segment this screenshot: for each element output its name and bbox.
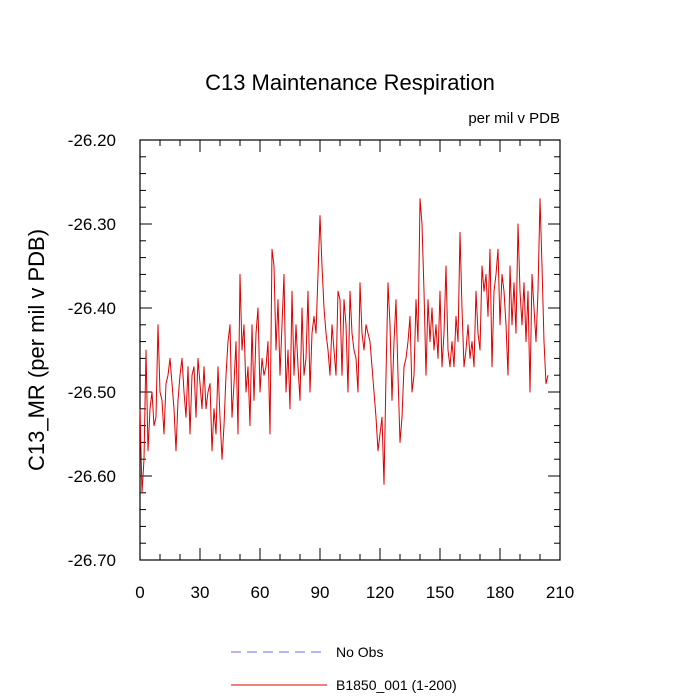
y-tick-label: -26.50 bbox=[68, 383, 116, 402]
x-tick-label: 90 bbox=[311, 583, 330, 602]
x-tick-label: 120 bbox=[366, 583, 394, 602]
y-tick-label: -26.30 bbox=[68, 215, 116, 234]
y-tick-label: -26.60 bbox=[68, 467, 116, 486]
legend: No Obs B1850_001 (1-200) bbox=[231, 644, 457, 693]
y-tick-label: -26.40 bbox=[68, 299, 116, 318]
x-tick-label: 150 bbox=[426, 583, 454, 602]
units-label: per mil v PDB bbox=[468, 110, 560, 127]
axis-tick-labels: 0 30 60 90 120 150 180 210 -26.70 -26.60 -26.50 -26… bbox=[68, 131, 574, 602]
plot-frame bbox=[139, 139, 561, 561]
chart-title: C13 Maintenance Respiration bbox=[205, 70, 495, 95]
axis-ticks bbox=[139, 139, 561, 561]
y-axis-label: C13_MR (per mil v PDB) bbox=[24, 229, 49, 471]
legend-label-b1850: B1850_001 (1-200) bbox=[336, 677, 457, 693]
y-tick-label: -26.20 bbox=[68, 131, 116, 150]
series-layer bbox=[139, 198, 549, 494]
series-line-b1850-001 bbox=[139, 198, 549, 494]
x-tick-label: 0 bbox=[135, 583, 144, 602]
x-tick-label: 30 bbox=[191, 583, 210, 602]
x-tick-label: 210 bbox=[546, 583, 574, 602]
legend-label-no-obs: No Obs bbox=[336, 644, 383, 660]
x-tick-label: 60 bbox=[251, 583, 270, 602]
y-tick-label: -26.70 bbox=[68, 551, 116, 570]
x-tick-label: 180 bbox=[486, 583, 514, 602]
